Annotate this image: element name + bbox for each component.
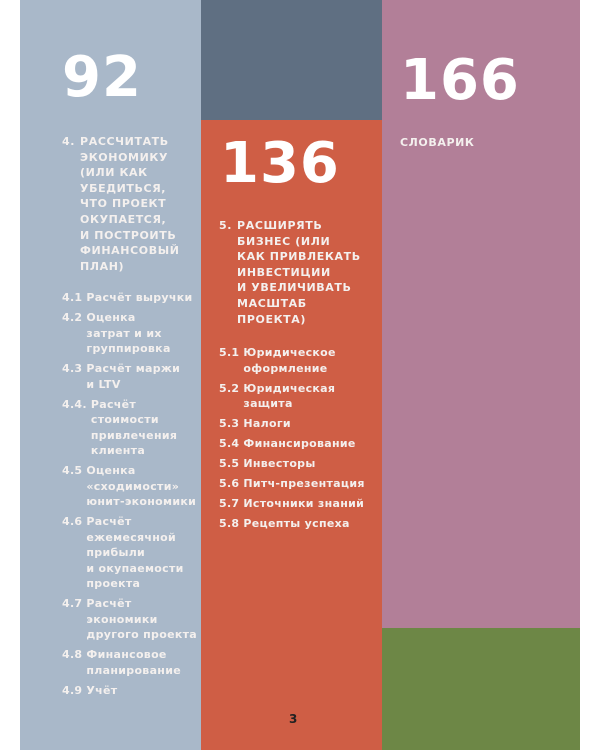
section-title: Рецепты успеха: [243, 517, 350, 531]
toc-section-item[interactable]: 4.1 Расчёт выручки: [62, 290, 199, 306]
section-number: 4.2: [62, 311, 83, 325]
section-title: Финансирование: [243, 437, 356, 451]
toc-section-item[interactable]: 5.7 Источники знаний: [219, 496, 379, 512]
section-number: 4.1: [62, 291, 83, 305]
column-3-bottom-block: [382, 628, 580, 750]
toc-section-item[interactable]: 4.7 Расчёт экономики другого проекта: [62, 596, 199, 643]
section-title: Финансовое планирование: [86, 648, 181, 677]
section-number: 4.4.: [62, 397, 87, 411]
chapter-4-heading[interactable]: 4. Рассчитать экономику (или как убедить…: [62, 134, 199, 274]
page-number: 3: [289, 712, 298, 726]
toc-section-item[interactable]: 5.4 Финансирование: [219, 436, 379, 452]
chapter-5-heading[interactable]: 5. Расширять бизнес (или как привлекать …: [219, 218, 379, 327]
column-3-background: [382, 0, 580, 628]
toc-section-item[interactable]: 4.5 Оценка «сходимости» юнит-экономики: [62, 463, 199, 510]
section-title: Питч-презентация: [243, 477, 365, 491]
section-number: 5.6: [219, 477, 240, 491]
column-2-background: [201, 120, 382, 750]
section-title: Расчёт стоимости привлечения клиента: [90, 397, 178, 458]
glossary-block: Словарик: [400, 135, 570, 151]
chapter-number: 4.: [62, 135, 76, 148]
section-title: Налоги: [243, 417, 291, 431]
section-title: Источники знаний: [243, 497, 365, 511]
column-1-background: [20, 0, 201, 750]
section-number: 5.8: [219, 517, 240, 531]
toc-section-item[interactable]: 4.6 Расчёт ежемесячной прибыли и окупаемо…: [62, 514, 199, 592]
toc-section-item[interactable]: 5.1 Юридическое оформление: [219, 345, 379, 376]
chapter-5-page-number: 136: [220, 131, 340, 196]
section-title: Расчёт выручки: [86, 291, 193, 305]
section-title: Учёт: [86, 683, 118, 697]
toc-section-item[interactable]: 4.2 Оценка затрат и их группировка: [62, 310, 199, 357]
section-number: 4.5: [62, 464, 83, 478]
section-title: Расчёт ежемесячной прибыли и окупаемости…: [86, 515, 184, 591]
section-number: 5.5: [219, 457, 240, 471]
glossary-heading[interactable]: Словарик: [400, 136, 475, 149]
section-title: Оценка затрат и их группировка: [86, 311, 171, 356]
section-title: Юридическое оформление: [243, 346, 336, 375]
toc-section-item[interactable]: 5.6 Питч-презентация: [219, 476, 379, 492]
section-number: 4.8: [62, 648, 83, 662]
section-title: Юридическая защита: [243, 381, 336, 411]
toc-section-item[interactable]: 4.3 Расчёт маржи и LTV: [62, 361, 199, 392]
section-number: 5.1: [219, 346, 240, 360]
column-2-top-block: [201, 0, 382, 120]
toc-section-item[interactable]: 5.8 Рецепты успеха: [219, 516, 379, 532]
toc-section-item[interactable]: 4.9 Учёт: [62, 683, 199, 699]
glossary-page-number: 166: [400, 48, 520, 113]
section-title: Оценка «сходимости» юнит-экономики: [86, 464, 197, 509]
chapter-title: Расширять бизнес (или как привлекать инв…: [237, 219, 361, 326]
section-number: 5.3: [219, 417, 240, 431]
section-title: Расчёт маржи и LTV: [86, 362, 181, 391]
toc-section-item[interactable]: 5.2 Юридическая защита: [219, 381, 379, 412]
section-number: 5.2: [219, 381, 240, 395]
chapter-5-sections: 5.1 Юридическое оформление 5.2 Юридическая …: [219, 345, 379, 532]
chapter-4-page-number: 92: [62, 45, 142, 110]
chapter-4-block: 4. Рассчитать экономику (или как убедить…: [62, 134, 199, 703]
section-number: 4.3: [62, 362, 83, 376]
section-number: 5.4: [219, 437, 240, 451]
chapter-title: Рассчитать экономику (или как убедиться,…: [80, 135, 180, 273]
chapter-5-block: 5. Расширять бизнес (или как привлекать …: [219, 218, 379, 536]
section-number: 4.6: [62, 515, 83, 529]
section-number: 5.7: [219, 497, 240, 511]
toc-section-item[interactable]: 5.3 Налоги: [219, 416, 379, 432]
toc-section-item[interactable]: 4.8 Финансовое планирование: [62, 647, 199, 678]
section-number: 4.7: [62, 597, 83, 611]
section-number: 4.9: [62, 683, 83, 697]
toc-section-item[interactable]: 4.4. Расчёт стоимости привлечения клиента: [62, 397, 199, 459]
toc-section-item[interactable]: 5.5 Инвесторы: [219, 456, 379, 472]
chapter-number: 5.: [219, 219, 233, 232]
section-title: Расчёт экономики другого проекта: [86, 597, 198, 642]
section-title: Инвесторы: [243, 457, 316, 471]
chapter-4-sections: 4.1 Расчёт выручки 4.2 Оценка затрат и их г…: [62, 290, 199, 698]
